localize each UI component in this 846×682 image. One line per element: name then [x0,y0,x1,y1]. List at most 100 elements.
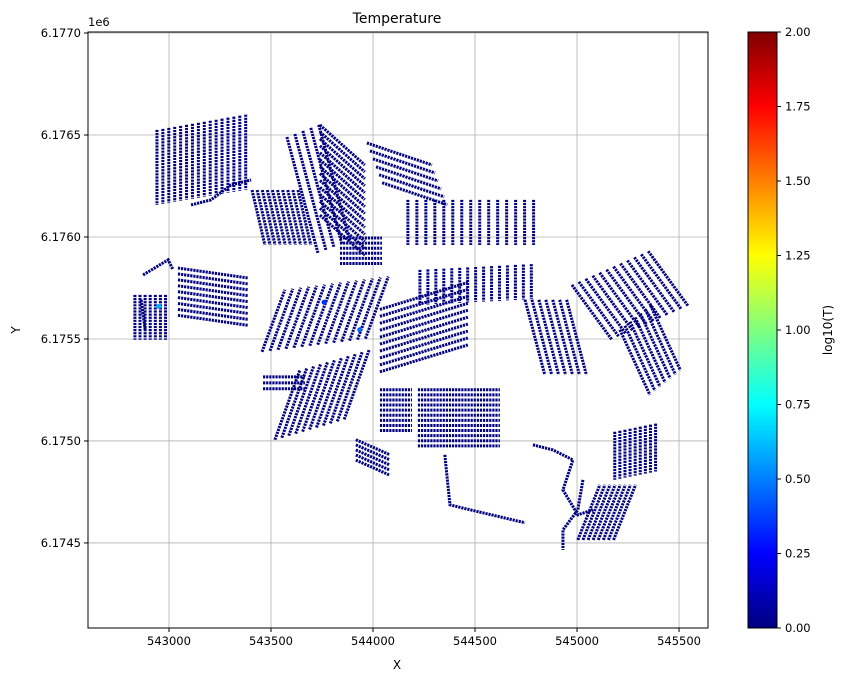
scatter-track [318,179,366,222]
scatter-track [633,316,667,384]
scatter-track [544,299,568,376]
scatter-track [318,158,366,201]
colorbar-tick-label: 1.50 [785,174,811,188]
scatter-track [284,286,311,350]
colorbar [747,31,778,629]
scatter-track [190,178,252,207]
scatter-track [355,448,391,467]
scatter-track [640,253,683,311]
scatter-track [308,283,335,347]
scatter-track [601,484,627,541]
scatter-track [372,157,439,183]
scatter-track [633,256,676,314]
scatter-track [276,189,292,246]
colorbar-tick-label: 1.25 [785,249,811,263]
scatter-track [638,312,672,380]
x-tick-label: 544500 [453,634,497,648]
scatter-track [292,285,319,349]
colorbar-ticks: 0.00 0.25 0.50 0.75 1.00 1.25 1.50 1.75 2.00 [777,25,811,635]
scatter-track [332,280,358,344]
scatter-track [260,189,277,246]
scatter-track [301,130,336,248]
scatter-track [375,165,442,191]
scatter-track [318,137,366,180]
scatter-track [355,438,391,457]
scatter-track [379,315,469,346]
scatter-track [607,484,632,541]
scatter-track [318,165,366,208]
scatter-track [293,133,328,251]
scatter-track [381,181,448,207]
x-tick-label: 545000 [555,634,599,648]
scatter-track [628,321,662,388]
colorbar-tick-label: 2.00 [785,25,811,39]
scatter-track [139,299,147,330]
scatter-track [324,281,350,345]
scatter-track [318,123,366,167]
scatter-track [379,322,469,353]
plot-frame [87,31,709,629]
scatter-track [255,189,272,246]
scatter-track [177,301,249,315]
scatter-track [260,289,287,353]
scatter-track [355,453,391,472]
scatter-track [318,151,366,194]
scatter-track [318,186,366,229]
scatter-track [379,301,469,332]
scatter-track [551,299,574,376]
scatter-track [177,307,249,321]
scatter-track [378,173,445,199]
scatter-track [570,284,614,341]
scatter-track [644,308,677,376]
scatter-track [316,282,342,346]
scatter-track [561,479,585,550]
chart-title: Temperature [352,11,442,27]
y-offset-text: 1e6 [88,15,110,29]
scatter-track [649,304,682,372]
scatter-track [586,484,612,541]
scatter-track [177,296,249,310]
scatter-track [591,274,634,332]
scatter-track [177,284,249,298]
scatter-track [348,278,374,342]
scatter-track [596,484,622,541]
scatter-track [340,279,366,343]
scatter-track [276,287,303,351]
scatter-track [318,130,366,174]
scatter-point-highlight [357,327,363,333]
y-axis-label: Y [9,326,23,335]
scatter-track [177,272,249,286]
scatter-track [318,200,366,243]
scatter-track [532,443,594,517]
scatter-track [177,278,249,292]
scatter-track [558,299,581,376]
scatter-point-highlight [156,303,162,309]
scatter-track [250,189,267,246]
scatter-track [142,257,175,277]
scatter-track [379,308,469,339]
scatter-point-highlight [321,299,327,305]
scatter-track [379,281,469,311]
scatter-points [133,114,690,550]
scatter-track [355,458,391,477]
x-tick-label: 545500 [657,634,701,648]
colorbar-tick-label: 0.00 [785,621,811,635]
scatter-track [623,325,657,392]
scatter-track [364,276,390,340]
scatter-track [296,189,313,246]
scatter-track [565,299,588,376]
scatter-track [177,290,249,304]
scatter-track [291,189,308,246]
scatter-track [626,259,669,317]
y-tick-label: 6.1765 [41,128,81,142]
y-tick-label: 6.1770 [41,26,81,40]
scatter-track [369,149,436,175]
scatter-track [612,484,637,541]
scatter-track [265,189,282,246]
scatter-track [379,329,469,360]
scatter-track [177,266,249,280]
scatter-track [618,329,652,396]
scatter-track [268,288,295,352]
y-tick-label: 6.1760 [41,230,81,244]
scatter-track [300,284,327,348]
